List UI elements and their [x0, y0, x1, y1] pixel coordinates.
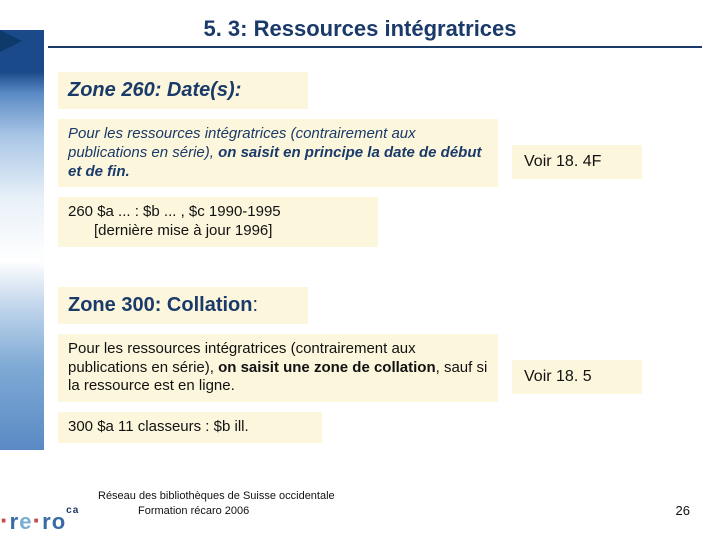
zone260-paragraph-box: Pour les ressources intégratrices (contr… — [58, 119, 498, 187]
zone260-ref-box: Voir 18. 4F — [512, 145, 642, 179]
zone300-code: 300 $a 11 classeurs : $b ill. — [68, 418, 249, 435]
rero-logo: ·re·roca — [0, 505, 79, 536]
footer: Réseau des bibliothèques de Suisse occid… — [98, 489, 335, 518]
title-rule — [48, 46, 702, 48]
page-number: 26 — [676, 503, 690, 518]
footer-line2: Formation récaro 2006 — [98, 504, 335, 518]
zone260-heading-box: Zone 260: Date(s): — [58, 72, 308, 109]
zone260-code-box: 260 $a ... : $b ... , $c 1990-1995 [dern… — [58, 197, 378, 247]
sidebar-sky-image — [0, 30, 44, 450]
zone260-row: Pour les ressources intégratrices (contr… — [58, 119, 698, 187]
slide-title: 5. 3: Ressources intégratrices — [0, 16, 720, 42]
zone260-ref: Voir 18. 4F — [524, 153, 601, 170]
zone260-code-line1: 260 $a ... : $b ... , $c 1990-1995 — [68, 203, 368, 222]
zone260-heading: Zone 260: Date(s): — [68, 79, 241, 101]
zone300-ref-box: Voir 18. 5 — [512, 360, 642, 394]
zone300-paragraph-box: Pour les ressources intégratrices (contr… — [58, 334, 498, 402]
zone300-para-emph: on saisit une zone de collation — [218, 359, 436, 376]
zone300-row: Pour les ressources intégratrices (contr… — [58, 334, 698, 402]
zone300-heading-box: Zone 300: Collation: — [58, 287, 308, 324]
zone300-ref: Voir 18. 5 — [524, 368, 592, 385]
slide-content: Zone 260: Date(s): Pour les ressources i… — [58, 72, 698, 453]
zone260-code-line2: [dernière mise à jour 1996] — [68, 222, 368, 241]
zone300-heading: Zone 300: Collation — [68, 294, 252, 316]
zone300-code-box: 300 $a 11 classeurs : $b ill. — [58, 412, 322, 443]
footer-line1: Réseau des bibliothèques de Suisse occid… — [98, 489, 335, 503]
zone300-heading-colon: : — [252, 294, 258, 316]
